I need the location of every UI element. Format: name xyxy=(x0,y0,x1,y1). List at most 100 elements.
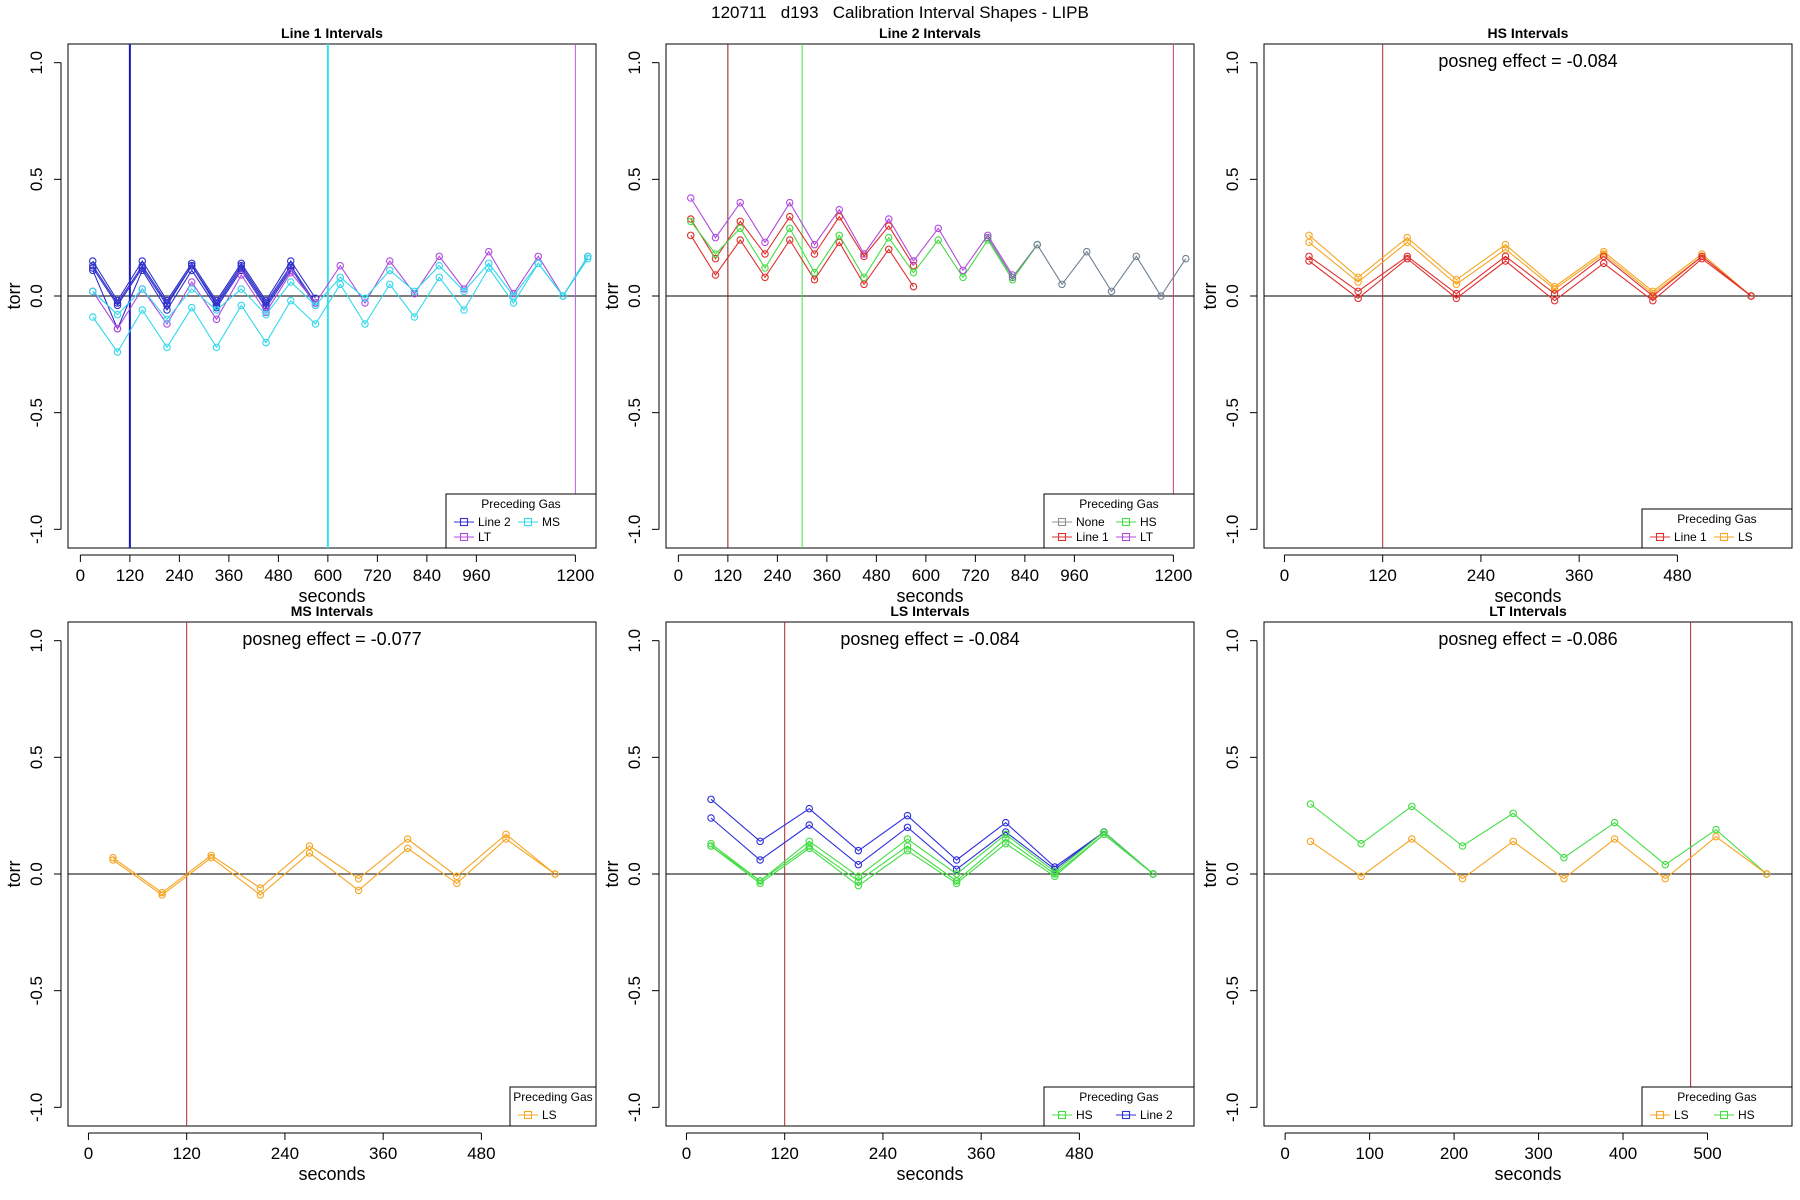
legend-label: LS xyxy=(1738,530,1753,544)
legend-title: Preceding Gas xyxy=(1677,512,1756,526)
data-point xyxy=(559,292,567,300)
data-point xyxy=(1357,839,1365,848)
data-point xyxy=(435,261,443,270)
data-point xyxy=(256,891,265,899)
x-tick-label: 480 xyxy=(467,1144,495,1163)
legend-title: Preceding Gas xyxy=(1677,1090,1756,1104)
data-point xyxy=(1403,238,1412,247)
legend-label: LS xyxy=(542,1108,557,1122)
series-line xyxy=(112,838,556,896)
legend-swatch-marker xyxy=(1057,1110,1067,1120)
data-point xyxy=(1403,233,1412,242)
x-tick-label: 360 xyxy=(215,566,243,585)
chart-title: LS Intervals xyxy=(890,603,970,619)
data-point xyxy=(1501,245,1510,254)
data-point xyxy=(959,266,967,275)
data-point xyxy=(1100,830,1108,839)
data-point xyxy=(1008,273,1017,282)
legend-label: HS xyxy=(1738,1108,1755,1122)
data-point xyxy=(810,268,819,277)
data-point xyxy=(1305,231,1313,240)
data-point xyxy=(1305,257,1313,265)
data-point xyxy=(1001,828,1010,836)
data-point xyxy=(163,343,171,352)
plot-area xyxy=(666,44,1194,548)
data-point xyxy=(1452,294,1461,303)
x-tick-label: 0 xyxy=(682,1144,691,1163)
data-point xyxy=(1661,860,1670,869)
data-point xyxy=(707,839,715,848)
data-point xyxy=(286,296,295,305)
data-point xyxy=(860,250,868,258)
data-point xyxy=(188,278,196,286)
legend-box xyxy=(509,1086,597,1127)
legend-box xyxy=(1043,493,1195,549)
y-tick-label: -0.5 xyxy=(1223,398,1242,427)
y-axis-label: torr xyxy=(4,282,24,309)
data-point xyxy=(785,198,794,207)
data-point xyxy=(1599,247,1608,256)
y-tick-label: 0.5 xyxy=(625,168,644,192)
data-point xyxy=(756,837,764,846)
x-tick-label: 600 xyxy=(912,566,940,585)
data-point xyxy=(736,224,744,233)
data-point xyxy=(959,273,967,282)
x-tick-label: 840 xyxy=(1011,566,1039,585)
data-point xyxy=(854,846,863,855)
data-point xyxy=(1501,252,1510,261)
y-tick-label: 1.0 xyxy=(625,51,644,75)
x-tick-label: 0 xyxy=(1280,1144,1289,1163)
series-line xyxy=(710,833,1154,882)
data-point xyxy=(484,247,493,256)
x-tick-label: 0 xyxy=(1280,566,1289,585)
data-point xyxy=(1305,238,1313,247)
data-point xyxy=(810,250,819,258)
legend-label: LT xyxy=(478,530,492,544)
page-title: 120711 d193 Calibration Interval Shapes … xyxy=(711,3,1089,22)
x-tick-label: 960 xyxy=(1060,566,1088,585)
data-point xyxy=(262,338,270,347)
data-point xyxy=(336,273,344,282)
data-point xyxy=(509,299,518,307)
data-point xyxy=(1305,252,1313,261)
y-tick-label: 0.0 xyxy=(27,862,46,886)
data-point xyxy=(707,814,715,822)
data-point xyxy=(1132,252,1141,261)
plot-area xyxy=(1264,44,1792,548)
data-point xyxy=(711,271,720,279)
data-point xyxy=(909,257,918,265)
data-point xyxy=(805,844,814,853)
series-line xyxy=(92,256,589,321)
data-point xyxy=(1354,287,1362,296)
data-point xyxy=(1157,292,1165,300)
data-point xyxy=(410,289,419,298)
data-point xyxy=(686,231,695,240)
posneg-annotation: posneg effect = -0.084 xyxy=(840,629,1019,649)
legend-label: Line 2 xyxy=(1140,1108,1173,1122)
series-line xyxy=(92,259,316,302)
data-point xyxy=(385,280,394,289)
x-tick-label: 240 xyxy=(165,566,193,585)
data-point xyxy=(583,254,592,263)
data-point xyxy=(1182,254,1190,263)
data-point xyxy=(113,299,122,307)
data-point xyxy=(453,872,461,881)
legend-swatch-marker xyxy=(1121,1110,1131,1120)
legend: Preceding Gas Line 1 LS xyxy=(1641,508,1793,549)
data-point xyxy=(1712,832,1720,841)
data-point xyxy=(311,320,320,328)
series-line xyxy=(690,220,1038,281)
data-point xyxy=(138,285,147,293)
data-point xyxy=(188,261,196,270)
legend: Preceding Gas LS HS xyxy=(1641,1086,1793,1127)
y-tick-label: -0.5 xyxy=(27,398,46,427)
legend-swatch-marker xyxy=(1057,517,1067,527)
series-line xyxy=(1308,255,1752,297)
series-line xyxy=(913,227,1013,276)
data-point xyxy=(756,856,764,864)
series-line xyxy=(112,833,556,894)
data-point xyxy=(934,236,942,244)
data-point xyxy=(835,205,843,214)
data-point xyxy=(113,310,122,319)
